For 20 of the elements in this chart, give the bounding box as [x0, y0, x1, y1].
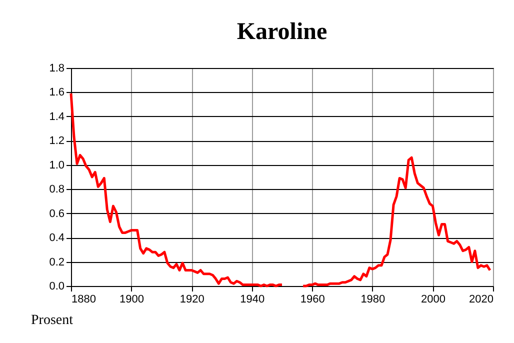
x-tick-label: 1900	[120, 294, 144, 306]
y-tick-label: 1.6	[49, 86, 64, 99]
x-tick-label: 1940	[240, 294, 265, 306]
y-axis-title: Prosent	[31, 313, 74, 328]
x-tick-label: 2000	[420, 294, 446, 306]
x-tick-label: 2020	[469, 294, 494, 306]
y-tick-label: 0.2	[49, 256, 64, 268]
y-tick-label: 0.6	[49, 208, 64, 220]
chart-title: Karoline	[236, 19, 328, 45]
y-tick-label: 1.2	[49, 135, 64, 148]
y-tick-label: 0.8	[49, 184, 64, 196]
x-tick-label: 1980	[360, 294, 386, 306]
x-tick-label: 1920	[180, 294, 204, 306]
y-tick-label: 1.4	[49, 110, 64, 123]
y-tick-label: 1.8	[49, 62, 64, 74]
y-tick-label: 1.0	[49, 159, 64, 172]
x-tick-label: 1960	[300, 294, 325, 306]
y-tick-label: 0.0	[49, 280, 64, 292]
y-tick-label: 0.4	[49, 232, 64, 244]
x-tick-label: 1880	[72, 294, 96, 306]
